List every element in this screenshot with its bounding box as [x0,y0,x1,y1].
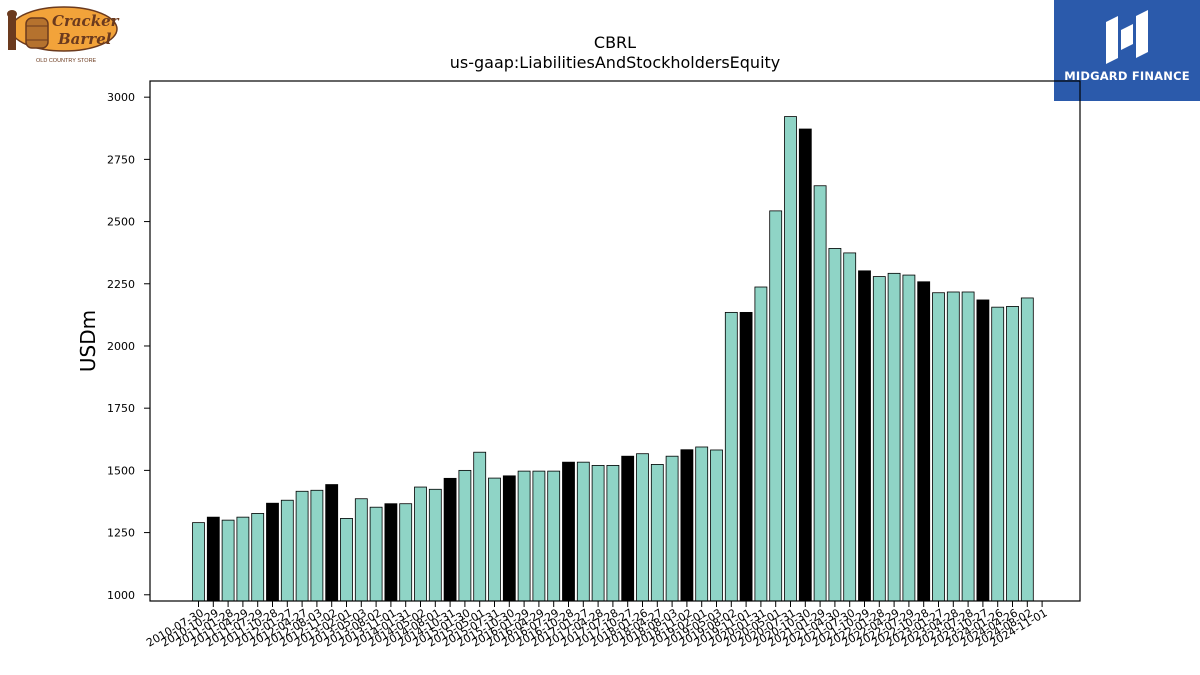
bar [621,455,635,602]
bar [192,522,205,602]
bar [828,248,842,602]
bars-group [192,116,1034,602]
x-axis: 2010-07-302010-10-292011-01-282011-04-29… [144,601,1050,650]
bar [399,503,413,602]
bar [843,252,857,602]
cracker-barrel-logo-graphic: Cracker Barrel OLD COUNTRY STORE [7,6,120,64]
bar [310,489,324,602]
bar [369,506,383,602]
bar [473,451,487,602]
bar [280,499,294,602]
bar [251,513,265,602]
bar [502,475,516,602]
bar [488,477,501,602]
bar [710,449,723,602]
y-tick-label: 1500 [107,464,135,477]
bar [576,461,590,602]
logo-text-line1: Cracker [52,12,120,30]
bar [295,490,309,602]
bar [1020,297,1034,602]
bar [976,299,990,602]
bar [858,270,871,602]
bar [532,470,546,602]
y-tick-label: 1000 [107,589,135,602]
midgard-finance-logo: MIDGARD FINANCE [1054,0,1200,101]
bar [695,446,709,602]
bar [591,464,605,602]
bar [961,291,975,602]
bar [547,470,561,602]
bar [266,502,279,602]
bar [754,286,768,602]
bar [932,292,945,602]
bar [917,281,931,602]
bar [340,518,353,602]
bar [384,503,398,602]
midgard-brand-text: MIDGARD FINANCE [1064,69,1190,83]
bar [665,455,679,602]
bar [636,453,649,602]
bar [739,311,753,602]
chart-title: CBRL [594,33,636,52]
bar [1006,306,1019,602]
bar [443,477,457,602]
plot-area-frame [149,80,1081,602]
bar [606,464,620,602]
bar [769,210,783,602]
bar [872,276,886,602]
y-tick-label: 1750 [107,402,135,415]
y-tick-label: 1250 [107,527,135,540]
bar [325,484,339,602]
bar [562,461,575,602]
bar [991,306,1005,602]
bar [813,185,827,602]
y-tick-label: 2000 [107,340,135,353]
bar [517,470,531,602]
bar [784,116,797,602]
y-tick-label: 2250 [107,278,135,291]
bar [680,449,694,602]
logo-text-line2: Barrel [57,30,112,48]
y-tick-label: 3000 [107,91,135,104]
y-axis-label: USDm [76,310,100,372]
bar [902,274,916,602]
bar [206,516,220,602]
bar [354,498,368,602]
cracker-barrel-logo: Cracker Barrel OLD COUNTRY STORE [2,2,120,66]
y-tick-label: 2500 [107,216,135,229]
y-axis: 1000 1250 1500 1750 2000 2250 2500 2750 3000 [107,91,150,602]
bar [221,519,235,602]
bar [236,516,250,602]
y-tick-label: 2750 [107,153,135,166]
midgard-logo-mark-icon [1106,10,1148,64]
bar [650,464,664,602]
bar [887,272,901,602]
bar [798,128,812,602]
bar [428,488,442,602]
logo-tagline: OLD COUNTRY STORE [36,58,97,64]
bar [724,311,738,602]
bar [946,291,960,602]
bar [414,486,427,602]
logo-chair-figure [8,16,16,50]
bar [458,469,472,602]
chart-subtitle: us-gaap:LiabilitiesAndStockholdersEquity [450,53,781,72]
logo-figure-head [7,10,17,18]
